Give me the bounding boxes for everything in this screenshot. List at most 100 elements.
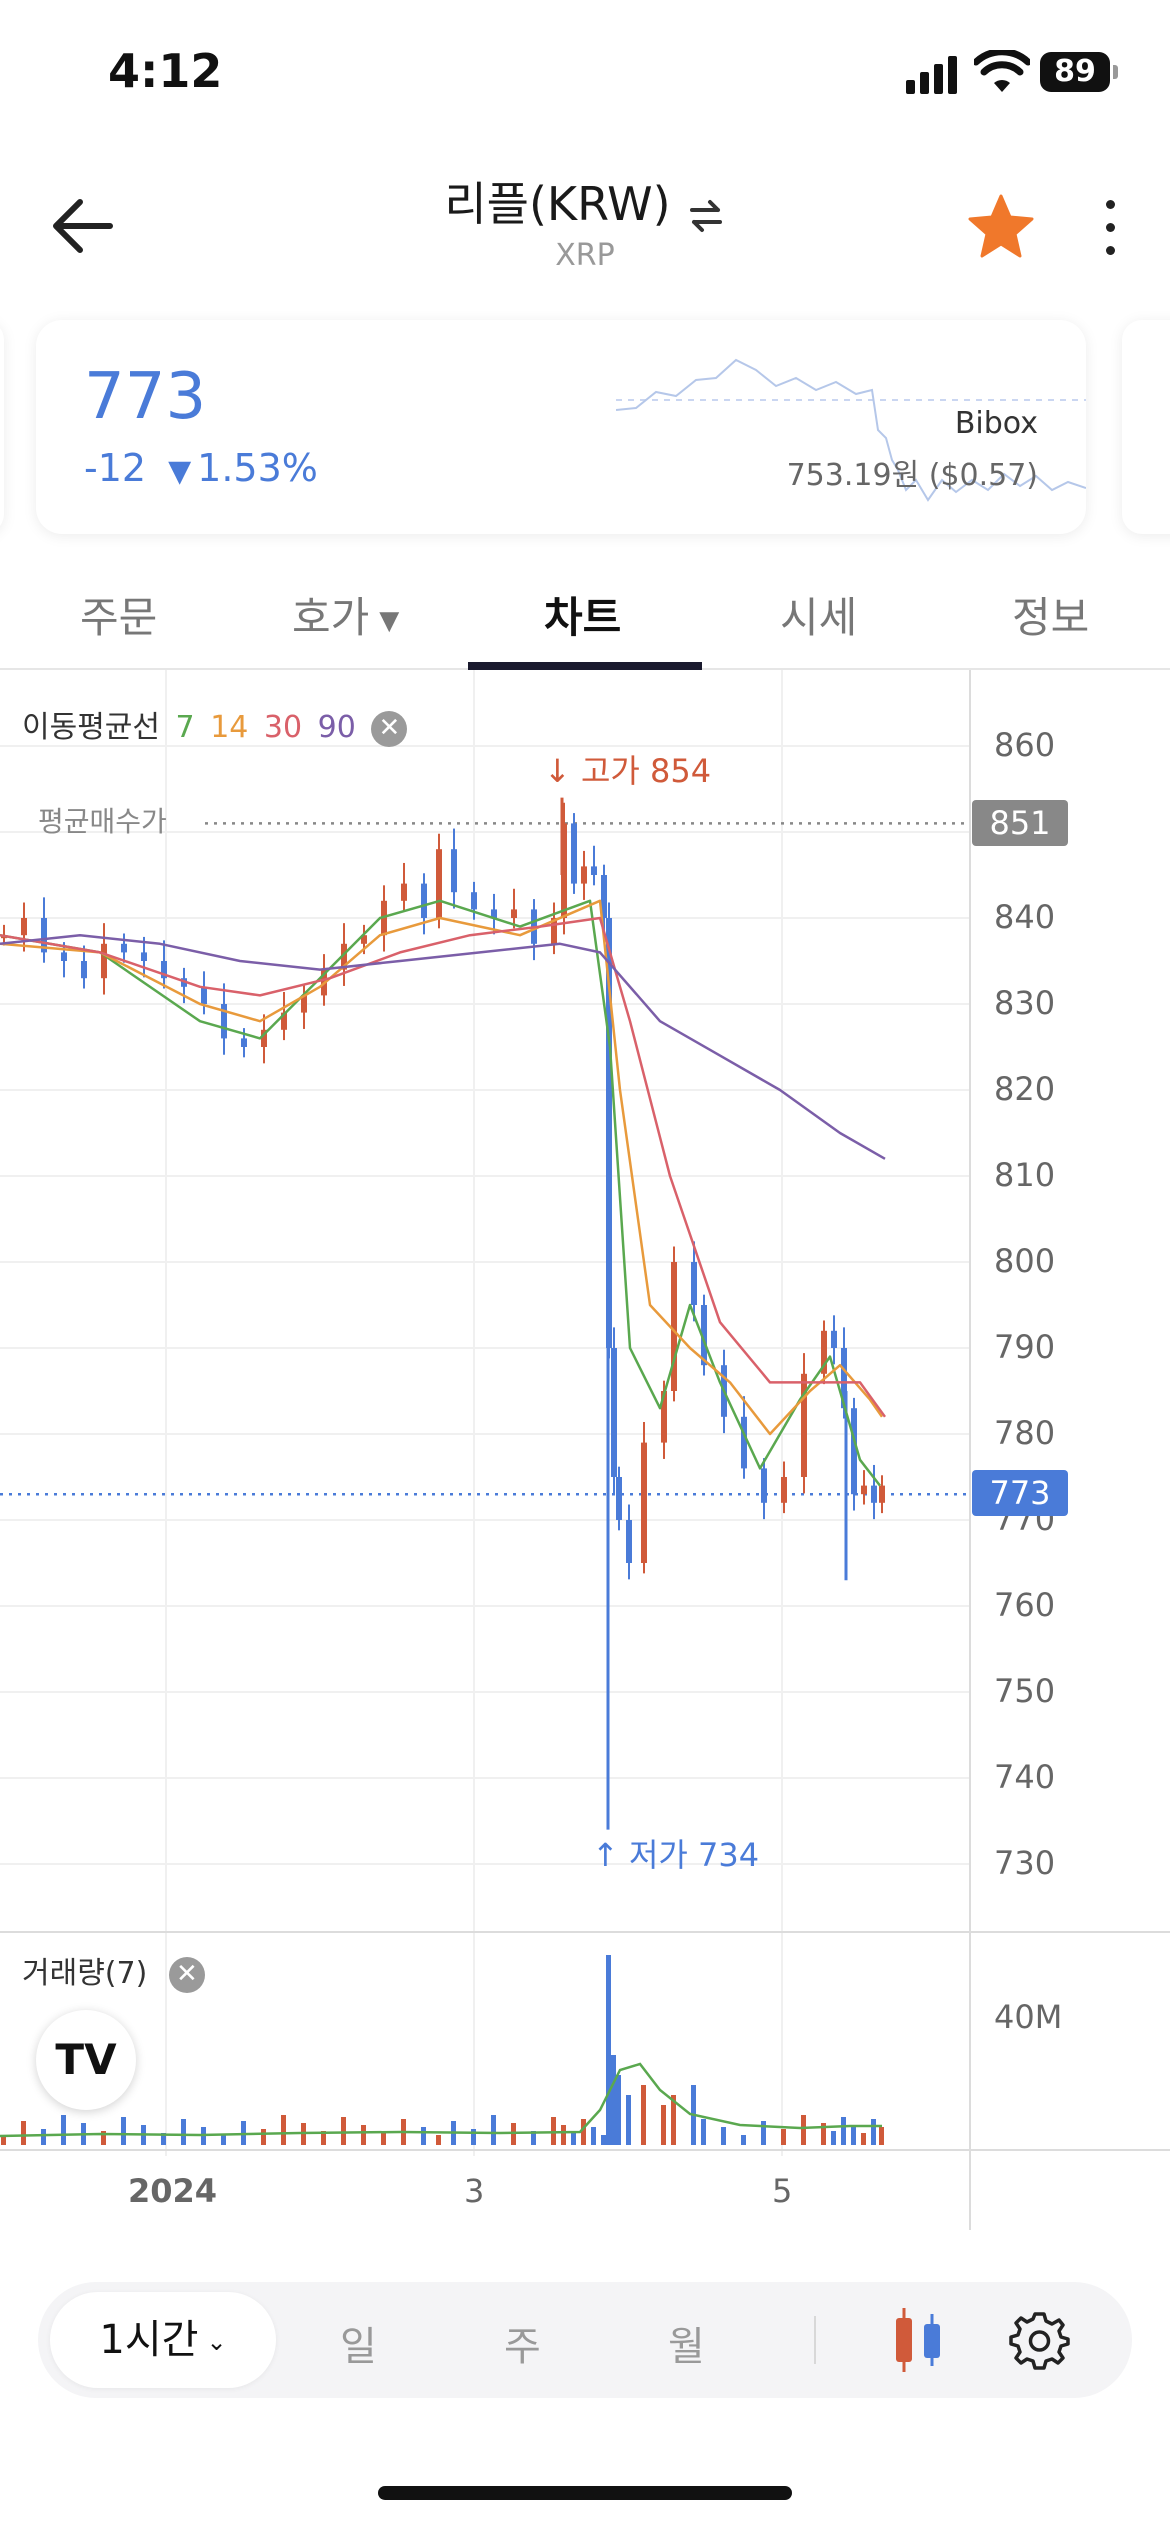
page-title[interactable]: 리플(KRW) (444, 177, 671, 231)
ma-legend-title: 이동평균선 (22, 710, 160, 745)
volume-bar (61, 2115, 66, 2145)
y-tick-label: 800 (994, 1242, 1056, 1280)
x-label-3: 3 (464, 2172, 485, 2210)
candle-body (671, 1262, 677, 1391)
volume-bar (641, 2085, 646, 2145)
interval-select[interactable]: 1시간 ⌄ (50, 2292, 276, 2388)
candle-body (201, 986, 207, 1004)
more-menu-icon[interactable] (1090, 194, 1130, 264)
low-price-label: ↑ 저가 734 (592, 1830, 759, 1876)
volume-bar (321, 2131, 326, 2145)
wifi-icon (974, 50, 1030, 92)
tab-info[interactable]: 정보 (1012, 593, 1090, 642)
tab-orderbook-label: 호가 (292, 593, 370, 642)
volume-bar (879, 2127, 884, 2145)
volume-bar (281, 2115, 286, 2145)
volume-bar (571, 2133, 576, 2145)
price-change: -12 ▼ 1.53% (84, 446, 318, 490)
volume-bar (551, 2117, 556, 2145)
candle-body (591, 866, 597, 875)
candlestick-icon[interactable] (888, 2306, 948, 2374)
volume-bar (741, 2135, 746, 2145)
candle-body (626, 1520, 632, 1563)
candle-body (661, 1391, 667, 1443)
ma-legend: 이동평균선 7 14 30 90 ✕ (22, 702, 408, 747)
candle-body (341, 943, 347, 970)
exchange-name: Bibox (954, 406, 1038, 441)
tab-orderbook[interactable]: 호가 ▼ (292, 584, 399, 645)
candle-body (871, 1485, 877, 1503)
y-tick-label: 740 (994, 1758, 1056, 1796)
favorite-star-icon[interactable] (966, 192, 1036, 262)
chart-toolbar: 1시간 ⌄ 일 주 월 (38, 2282, 1132, 2398)
y-tick-label: 830 (994, 984, 1056, 1022)
candle-body (761, 1468, 767, 1503)
y-tick-label: 750 (994, 1672, 1056, 1710)
volume-bar (361, 2125, 366, 2145)
mini-chart (616, 358, 1086, 502)
price-card[interactable]: 773 -12 ▼ 1.53% Bibox 753.19원 ($0.57) (36, 320, 1086, 534)
volume-bar (601, 2135, 606, 2145)
active-tab-indicator (468, 662, 702, 670)
candle-body (141, 952, 147, 961)
period-day-button[interactable]: 일 (340, 2324, 377, 2370)
volume-bar (616, 2075, 621, 2145)
chevron-down-icon: ⌄ (206, 2328, 227, 2356)
ma-line-14 (0, 899, 884, 1436)
volume-bar (41, 2129, 46, 2145)
cellular-signal-icon (906, 52, 958, 94)
tab-order[interactable]: 주문 (80, 593, 158, 642)
status-time: 4:12 (108, 44, 223, 98)
candle-body (121, 943, 127, 953)
candle-body (851, 1408, 857, 1495)
candle-body (641, 1442, 647, 1563)
period-month-button[interactable]: 월 (668, 2324, 705, 2370)
candle-body (861, 1485, 867, 1495)
period-week-button[interactable]: 주 (504, 2324, 541, 2370)
chart-canvas[interactable] (0, 670, 1170, 2230)
candle-body (41, 918, 47, 953)
toolbar-divider (814, 2316, 816, 2364)
candle-body (161, 961, 167, 979)
down-triangle-icon: ▼ (168, 454, 192, 489)
ma-90: 90 (317, 710, 356, 745)
page-subtitle: XRP (555, 238, 615, 273)
volume-bar (531, 2131, 536, 2145)
battery-icon: 89 (1040, 52, 1118, 92)
y-tick-label: 760 (994, 1586, 1056, 1624)
price-chart[interactable]: 이동평균선 7 14 30 90 ✕ 평균매수가 ↓ 고가 854 ↑ 저가 7… (0, 670, 1170, 2230)
candle-body (61, 952, 67, 961)
volume-bar (871, 2119, 876, 2145)
swap-icon[interactable] (686, 196, 726, 236)
volume-bar (626, 2095, 631, 2145)
candle-body (616, 1477, 622, 1520)
volume-bar (606, 1955, 611, 2145)
volume-legend-title: 거래량(7) (22, 1956, 148, 1991)
volume-bar (471, 2129, 476, 2145)
gear-icon[interactable] (1008, 2308, 1070, 2370)
back-arrow-icon[interactable] (46, 188, 122, 264)
candle-body (551, 918, 557, 944)
close-ma-icon[interactable]: ✕ (371, 710, 408, 747)
candle-body (421, 883, 427, 918)
down-arrow-icon: ↓ (544, 752, 571, 790)
tab-market-price[interactable]: 시세 (780, 593, 858, 642)
ma-line-90 (0, 933, 886, 1160)
tab-chart[interactable]: 차트 (544, 593, 622, 642)
tradingview-logo[interactable]: TV (36, 2010, 136, 2110)
volume-bar (121, 2117, 126, 2145)
volume-bar (591, 2127, 596, 2145)
volume-bar (261, 2129, 266, 2145)
candle-body (451, 849, 457, 893)
y-tick-label: 790 (994, 1328, 1056, 1366)
candle-body (436, 849, 442, 918)
top-nav: 리플(KRW) XRP (0, 150, 1170, 310)
y-tick-label: 840 (994, 898, 1056, 936)
volume-bar (661, 2105, 666, 2145)
high-price-label: ↓ 고가 854 (544, 746, 711, 792)
volume-bar (561, 2125, 566, 2145)
low-price-text: 저가 734 (628, 1836, 760, 1874)
close-volume-icon[interactable]: ✕ (168, 1956, 205, 1993)
carousel-peek-left (0, 320, 4, 534)
candle-body (879, 1485, 885, 1503)
